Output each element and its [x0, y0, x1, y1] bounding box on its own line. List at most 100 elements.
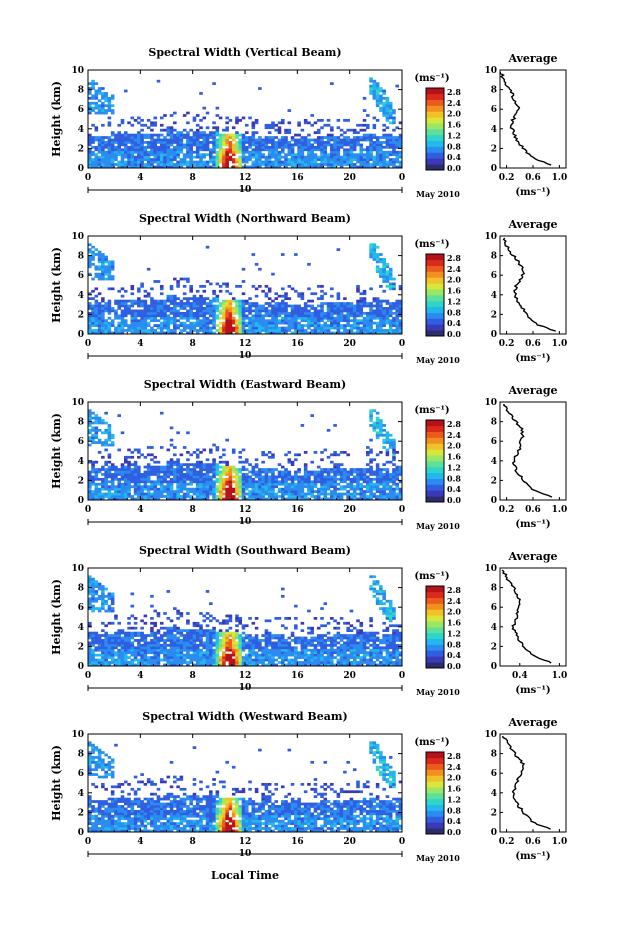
- panel-1: Spectral Width (Vertical Beam) Height (km…: [50, 46, 567, 199]
- colorbar-swatch: [426, 621, 444, 628]
- colorbar-swatch: [426, 283, 444, 290]
- colorbar-swatch: [426, 425, 444, 433]
- colorbar-swatch: [426, 775, 444, 782]
- y-tick-label: 2: [78, 808, 84, 818]
- date-label: May 2010: [416, 853, 460, 863]
- y-axis-label: Height (km): [50, 413, 63, 489]
- colorbar-tick-label: 2.4: [447, 430, 461, 440]
- x-tick-label: 20: [343, 671, 356, 681]
- colorbar-swatch: [426, 117, 444, 124]
- colorbar-unit: (ms⁻¹): [414, 405, 449, 416]
- date-label: May 2010: [416, 355, 460, 365]
- x-tick-label: 0: [85, 837, 91, 847]
- colorbar-tick-label: 1.6: [447, 120, 461, 130]
- panel-4: Spectral Width (Southward Beam) Height (k…: [50, 544, 567, 697]
- average-title: Average: [507, 218, 557, 231]
- colorbar-swatch: [426, 318, 444, 325]
- x-tick-label: 0: [85, 173, 91, 183]
- average-x-tick-label: 1.0: [552, 671, 568, 681]
- average-y-tick-label: 4: [491, 125, 497, 135]
- panel-title: Spectral Width (Westward Beam): [142, 710, 347, 723]
- y-tick-label: 8: [78, 252, 84, 262]
- colorbar-swatch: [426, 478, 444, 485]
- colorbar-swatch: [426, 449, 444, 456]
- average-x-tick-label: 0.2: [499, 505, 515, 515]
- colorbar-swatch: [426, 828, 444, 835]
- average-profile-line: [502, 237, 556, 332]
- x-axis-label: Local Time: [211, 869, 279, 882]
- x-tick-label: 0: [399, 505, 405, 515]
- heatmap-cells: [88, 243, 403, 335]
- y-tick-label: 10: [71, 232, 84, 242]
- average-y-tick-label: 8: [491, 584, 497, 594]
- average-x-tick-label: 1.0: [552, 505, 568, 515]
- average-y-tick-label: 4: [491, 457, 497, 467]
- colorbar-unit: (ms⁻¹): [414, 239, 449, 250]
- colorbar-tick-label: 1.2: [447, 462, 461, 472]
- colorbar-swatch: [426, 330, 444, 337]
- colorbar-tick-label: 2.4: [447, 264, 461, 274]
- colorbar-unit: (ms⁻¹): [414, 571, 449, 582]
- x-tick-label: 20: [343, 339, 356, 349]
- y-tick-label: 6: [78, 437, 84, 447]
- colorbar-swatch: [426, 93, 444, 101]
- average-y-tick-label: 0: [491, 828, 497, 838]
- x-tick-label: 4: [137, 173, 143, 183]
- y-tick-label: 4: [78, 125, 84, 135]
- y-tick-label: 8: [78, 418, 84, 428]
- colorbar-swatch: [426, 164, 444, 171]
- average-y-tick-label: 4: [491, 789, 497, 799]
- y-tick-label: 10: [71, 730, 84, 740]
- y-tick-label: 10: [71, 66, 84, 76]
- colorbar-swatch: [426, 271, 444, 278]
- date-label: May 2010: [416, 189, 460, 199]
- average-profile-line: [503, 403, 553, 498]
- y-tick-label: 4: [78, 291, 84, 301]
- average-profile-line: [501, 569, 552, 664]
- average-y-tick-label: 10: [484, 66, 497, 76]
- average-y-tick-label: 2: [491, 808, 497, 818]
- colorbar-swatch: [426, 798, 444, 806]
- colorbar-tick-label: 0.0: [447, 661, 461, 671]
- colorbar-swatch: [426, 609, 444, 616]
- colorbar-swatch: [426, 123, 444, 130]
- day-label: 10: [239, 849, 252, 859]
- colorbar-unit: (ms⁻¹): [414, 737, 449, 748]
- panel-5: Spectral Width (Westward Beam) Height (km…: [50, 710, 567, 863]
- x-tick-label: 0: [85, 671, 91, 681]
- colorbar-tick-label: 0.4: [447, 650, 461, 660]
- y-tick-label: 8: [78, 584, 84, 594]
- colorbar-swatch: [426, 111, 444, 118]
- colorbar-swatch: [426, 152, 444, 159]
- average-title: Average: [507, 716, 557, 729]
- colorbar-swatch: [426, 461, 444, 468]
- colorbar-swatch: [426, 656, 444, 663]
- colorbar-swatch: [426, 781, 444, 788]
- colorbar-tick-label: 2.0: [447, 441, 461, 451]
- x-tick-label: 0: [399, 837, 405, 847]
- colorbar-swatch: [426, 437, 444, 444]
- y-tick-label: 10: [71, 398, 84, 408]
- x-tick-label: 8: [190, 505, 196, 515]
- average-y-tick-label: 4: [491, 623, 497, 633]
- colorbar-swatch: [426, 312, 444, 319]
- colorbar-swatch: [426, 787, 444, 794]
- colorbar-tick-label: 2.0: [447, 109, 461, 119]
- colorbar-tick-label: 2.8: [447, 751, 461, 761]
- y-axis-label: Height (km): [50, 579, 63, 655]
- colorbar-tick-label: 2.0: [447, 773, 461, 783]
- average-y-tick-label: 2: [491, 144, 497, 154]
- colorbar-swatch: [426, 496, 444, 503]
- colorbar-tick-label: 2.8: [447, 253, 461, 263]
- average-y-tick-label: 10: [484, 232, 497, 242]
- colorbar-tick-label: 1.6: [447, 452, 461, 462]
- x-tick-label: 8: [190, 339, 196, 349]
- y-tick-label: 8: [78, 86, 84, 96]
- heatmap-cells: [88, 409, 403, 501]
- colorbar-tick-label: 0.4: [447, 484, 461, 494]
- colorbar-swatch: [426, 295, 444, 302]
- colorbar-swatch: [426, 615, 444, 622]
- y-tick-label: 4: [78, 623, 84, 633]
- average-y-tick-label: 8: [491, 252, 497, 262]
- average-x-tick-label: 0.2: [499, 837, 515, 847]
